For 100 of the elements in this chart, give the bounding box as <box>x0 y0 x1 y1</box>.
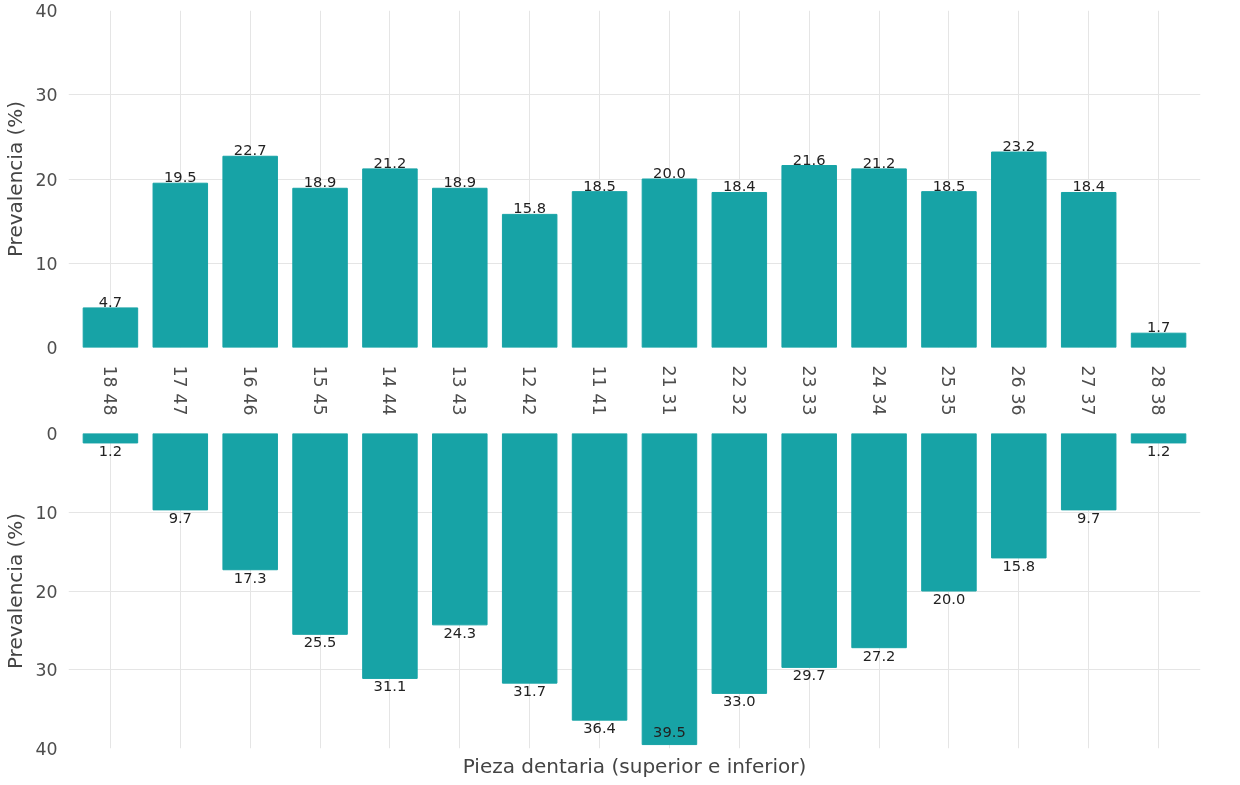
x-tick-label: 41 <box>589 393 610 416</box>
data-label: 18.5 <box>932 176 966 194</box>
bar <box>152 433 209 511</box>
data-label: 39.5 <box>653 722 686 740</box>
bar <box>571 191 628 348</box>
bar <box>362 168 418 348</box>
y-tick-label: 0 <box>46 338 58 358</box>
x-tick-label: 27 <box>1078 365 1099 388</box>
data-label: 1.2 <box>1146 441 1171 459</box>
x-tick-label: 14 <box>379 365 400 388</box>
y-tick-label: 10 <box>35 502 58 523</box>
bar <box>921 191 977 348</box>
x-tick-label: 48 <box>99 393 120 416</box>
y-tick-label: 40 <box>35 739 58 759</box>
data-label: 20.0 <box>932 590 966 607</box>
bar <box>711 433 768 694</box>
y-tick-label: 20 <box>35 169 58 190</box>
data-label: 21.2 <box>373 153 407 171</box>
x-axis-title: Pieza dentaria (superior e inferior) <box>462 753 807 778</box>
y-tick-label: 30 <box>35 660 58 681</box>
y-tick-label: 40 <box>35 1 58 21</box>
data-label: 24.3 <box>443 623 477 641</box>
data-label: 31.1 <box>373 677 407 695</box>
bar <box>432 433 488 626</box>
data-label: 23.2 <box>1002 137 1036 155</box>
y-tick-label: 0 <box>46 424 58 444</box>
x-tick-label: 26 <box>1008 365 1029 388</box>
data-label: 4.7 <box>98 292 123 310</box>
bar <box>781 165 837 348</box>
data-label: 33.0 <box>723 692 756 710</box>
bar <box>82 307 139 348</box>
bar <box>851 433 907 649</box>
x-tick-label: 36 <box>1008 393 1029 416</box>
data-label: 18.4 <box>1072 177 1106 195</box>
data-label: 1.2 <box>98 441 123 459</box>
x-tick-label: 23 <box>798 365 819 388</box>
x-tick-label: 42 <box>519 393 540 416</box>
data-label: 1.7 <box>1146 318 1171 336</box>
data-label: 27.2 <box>862 646 896 664</box>
data-label: 9.7 <box>1077 508 1101 526</box>
bar <box>1060 191 1117 348</box>
y-axis-title: Prevalencia (%) <box>3 512 28 670</box>
bar <box>991 151 1047 348</box>
bar <box>641 433 698 746</box>
data-label: 25.5 <box>303 633 337 651</box>
data-label: 31.7 <box>513 682 547 700</box>
bar <box>711 191 768 348</box>
data-label: 19.5 <box>163 168 197 186</box>
bar <box>781 433 837 668</box>
bar <box>292 433 348 635</box>
data-label: 18.9 <box>303 173 337 191</box>
x-tick-label: 34 <box>868 393 889 416</box>
x-tick-label: 15 <box>309 365 330 388</box>
bar <box>851 168 907 348</box>
data-label: 9.7 <box>168 508 192 526</box>
bar <box>222 433 278 571</box>
bar <box>1130 332 1187 348</box>
bar <box>82 433 139 444</box>
x-tick-label: 47 <box>169 393 190 416</box>
x-tick-label: 18 <box>99 365 120 388</box>
x-tick-label: 32 <box>728 393 749 416</box>
data-label: 18.5 <box>583 176 616 194</box>
x-tick-label: 45 <box>309 393 330 416</box>
bar <box>222 155 278 348</box>
data-label: 21.6 <box>792 150 826 168</box>
data-label: 36.4 <box>583 719 616 737</box>
x-tick-label: 28 <box>1148 365 1169 388</box>
x-tick-label: 44 <box>379 393 400 416</box>
x-tick-label: 22 <box>728 365 749 388</box>
data-label: 15.8 <box>513 199 547 217</box>
y-tick-label: 30 <box>35 85 58 106</box>
data-label: 22.7 <box>233 141 267 159</box>
data-label: 18.9 <box>443 173 477 191</box>
bar <box>641 178 698 348</box>
bar <box>501 433 558 684</box>
x-tick-label: 11 <box>589 365 610 388</box>
x-tick-label: 31 <box>658 393 679 416</box>
bar <box>571 433 628 721</box>
bar <box>991 433 1047 559</box>
x-tick-label: 24 <box>868 365 889 388</box>
bar <box>1060 433 1117 511</box>
bar <box>1130 433 1187 444</box>
bar <box>501 213 558 348</box>
bar <box>921 433 977 592</box>
data-label: 20.0 <box>653 164 686 181</box>
data-label: 29.7 <box>792 666 826 684</box>
bar <box>362 433 418 679</box>
bar <box>432 187 488 348</box>
x-tick-label: 43 <box>449 393 470 416</box>
x-tick-label: 25 <box>938 365 959 388</box>
x-tick-label: 33 <box>798 393 819 416</box>
x-tick-label: 16 <box>239 365 260 388</box>
x-tick-label: 17 <box>169 365 190 388</box>
x-tick-label: 38 <box>1148 393 1169 416</box>
bar <box>292 187 348 348</box>
x-tick-label: 13 <box>449 365 470 388</box>
x-tick-label: 37 <box>1078 393 1099 416</box>
data-label: 15.8 <box>1002 556 1036 574</box>
x-tick-label: 46 <box>239 393 260 416</box>
data-label: 17.3 <box>233 568 267 586</box>
